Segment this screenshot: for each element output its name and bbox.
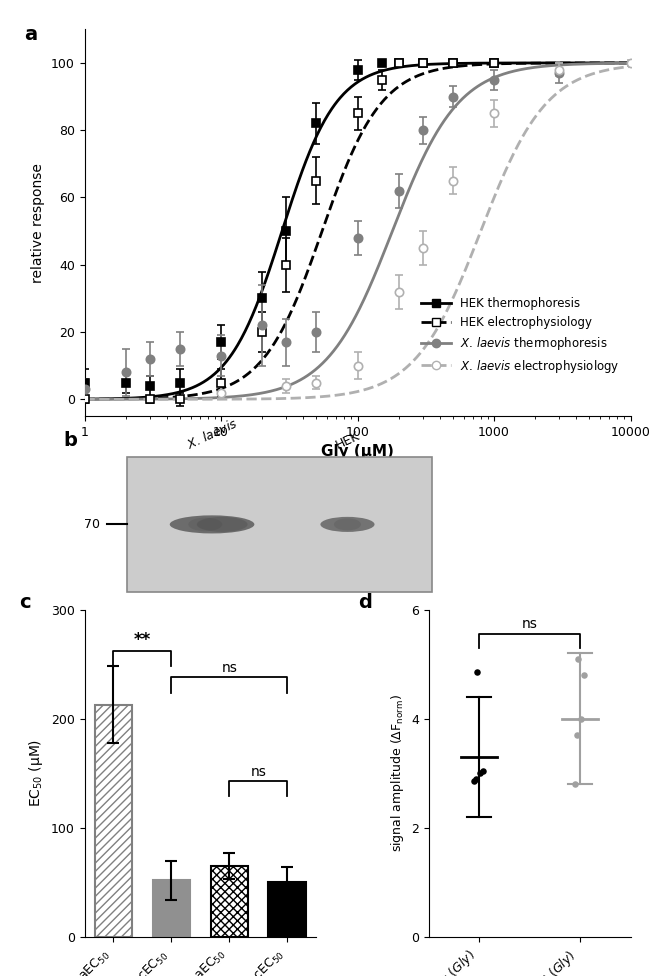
Point <box>472 665 482 680</box>
Text: $X$. $laevis$: $X$. $laevis$ <box>184 416 240 452</box>
Text: ns: ns <box>250 765 266 779</box>
X-axis label: Gly (μM): Gly (μM) <box>321 444 394 460</box>
Text: **: ** <box>134 630 151 649</box>
Bar <box>153 880 190 937</box>
Point <box>579 668 590 683</box>
Text: ns: ns <box>222 661 237 675</box>
Y-axis label: EC$_{50}$ (μM): EC$_{50}$ (μM) <box>27 739 46 807</box>
Text: c: c <box>20 593 31 612</box>
Point <box>572 727 582 743</box>
Ellipse shape <box>197 517 248 532</box>
Y-axis label: relative response: relative response <box>31 163 46 283</box>
Ellipse shape <box>320 517 374 532</box>
Bar <box>95 705 133 937</box>
Ellipse shape <box>188 517 222 531</box>
Ellipse shape <box>334 518 361 530</box>
Point <box>573 651 583 667</box>
Bar <box>268 882 306 937</box>
Point <box>469 774 480 790</box>
Text: a: a <box>25 25 38 45</box>
Bar <box>211 866 248 937</box>
Point <box>576 711 586 726</box>
Point <box>471 771 482 787</box>
Text: HEK: HEK <box>333 429 361 452</box>
Text: d: d <box>358 593 372 612</box>
Legend: HEK thermophoresis, HEK electrophysiology, $X$. $laevis$ thermophoresis, $X$. $l: HEK thermophoresis, HEK electrophysiolog… <box>417 292 625 380</box>
Point <box>475 765 486 781</box>
Point <box>570 776 580 792</box>
Ellipse shape <box>170 515 254 534</box>
Text: b: b <box>63 430 77 450</box>
Point <box>478 762 489 778</box>
Text: ns: ns <box>522 618 538 631</box>
Text: 70: 70 <box>84 518 100 531</box>
Y-axis label: signal amplitude (ΔF$_\mathrm{norm}$): signal amplitude (ΔF$_\mathrm{norm}$) <box>389 694 406 852</box>
